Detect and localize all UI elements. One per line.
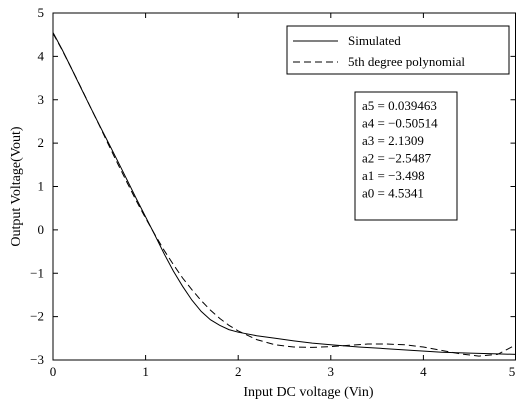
x-tick-label: 2 — [235, 364, 242, 379]
x-axis-label: Input DC voltage (Vin) — [243, 385, 374, 400]
y-tick-label: 2 — [38, 135, 45, 150]
coefficient-label: a0 = 4.5341 — [362, 186, 424, 201]
series-line-simulated — [52, 32, 516, 355]
x-tick-label: 1 — [142, 364, 149, 379]
y-tick-label: −2 — [30, 309, 44, 324]
y-tick-label: 5 — [38, 5, 45, 20]
x-tick-label: 0 — [50, 364, 57, 379]
x-tick-label: 5 — [509, 364, 516, 379]
x-tick-label: 3 — [328, 364, 335, 379]
y-tick-label: −1 — [30, 265, 44, 280]
y-axis-label: Output Voltage(Vout) — [9, 126, 24, 247]
coefficient-label: a2 = −2.5487 — [362, 151, 432, 166]
coefficient-label: a3 = 2.1309 — [362, 133, 424, 148]
legend-label: Simulated — [348, 33, 401, 48]
coefficient-label: a5 = 0.039463 — [362, 98, 437, 113]
x-tick-label: 4 — [420, 364, 427, 379]
y-tick-label: 3 — [38, 92, 45, 107]
legend-box — [286, 25, 510, 75]
legend-label: 5th degree polynomial — [348, 54, 465, 69]
y-tick-label: 0 — [38, 222, 45, 237]
y-tick-label: −3 — [30, 352, 44, 367]
series-line-polynomial — [52, 33, 516, 357]
coefficients-box — [354, 91, 458, 221]
y-tick-label: 1 — [38, 179, 45, 194]
coefficient-label: a1 = −3.498 — [362, 168, 425, 183]
y-tick-label: 4 — [38, 48, 45, 63]
coefficient-label: a4 = −0.50514 — [362, 116, 438, 131]
